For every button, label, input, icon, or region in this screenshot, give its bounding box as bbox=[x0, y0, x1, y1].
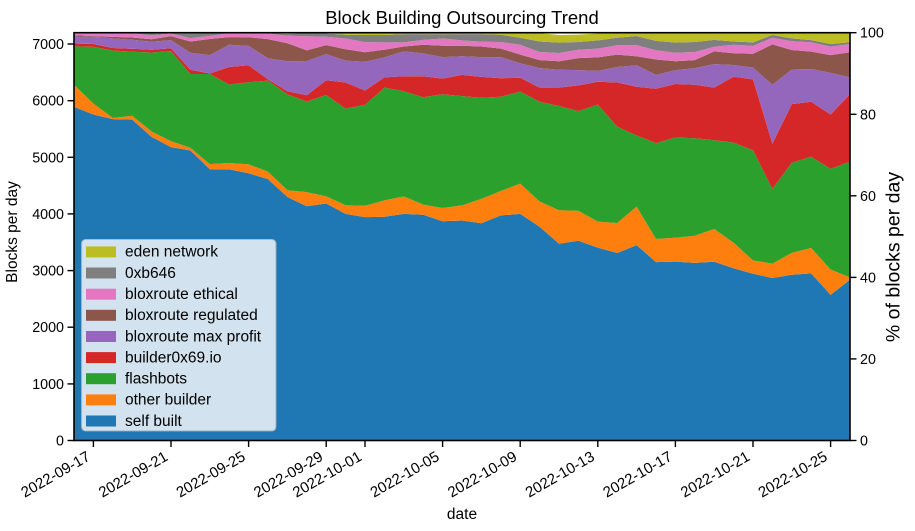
svg-text:80: 80 bbox=[860, 107, 876, 123]
svg-text:0: 0 bbox=[860, 434, 868, 450]
svg-text:5000: 5000 bbox=[32, 150, 64, 166]
svg-text:0: 0 bbox=[56, 434, 64, 450]
svg-text:4000: 4000 bbox=[32, 207, 64, 223]
svg-text:date: date bbox=[447, 506, 477, 523]
svg-text:20: 20 bbox=[860, 352, 876, 368]
svg-text:60: 60 bbox=[860, 189, 876, 205]
svg-text:0xb646: 0xb646 bbox=[125, 265, 176, 282]
svg-text:self built: self built bbox=[125, 413, 183, 430]
svg-text:bloxroute ethical: bloxroute ethical bbox=[125, 286, 238, 303]
svg-text:6000: 6000 bbox=[32, 94, 64, 110]
svg-text:% of blocks per day: % of blocks per day bbox=[883, 172, 905, 342]
svg-text:Block Building Outsourcing Tre: Block Building Outsourcing Trend bbox=[325, 7, 599, 28]
svg-text:7000: 7000 bbox=[32, 37, 64, 53]
svg-text:builder0x69.io: builder0x69.io bbox=[125, 349, 222, 366]
svg-text:Blocks per day: Blocks per day bbox=[4, 181, 21, 283]
svg-text:other builder: other builder bbox=[125, 392, 211, 409]
svg-text:bloxroute max profit: bloxroute max profit bbox=[125, 328, 262, 345]
svg-text:eden network: eden network bbox=[125, 244, 218, 261]
svg-text:bloxroute regulated: bloxroute regulated bbox=[125, 307, 258, 324]
svg-text:1000: 1000 bbox=[32, 377, 64, 393]
svg-text:3000: 3000 bbox=[32, 264, 64, 280]
svg-text:40: 40 bbox=[860, 270, 876, 286]
svg-text:100: 100 bbox=[860, 26, 884, 42]
svg-text:2000: 2000 bbox=[32, 320, 64, 336]
svg-text:flashbots: flashbots bbox=[125, 371, 187, 388]
